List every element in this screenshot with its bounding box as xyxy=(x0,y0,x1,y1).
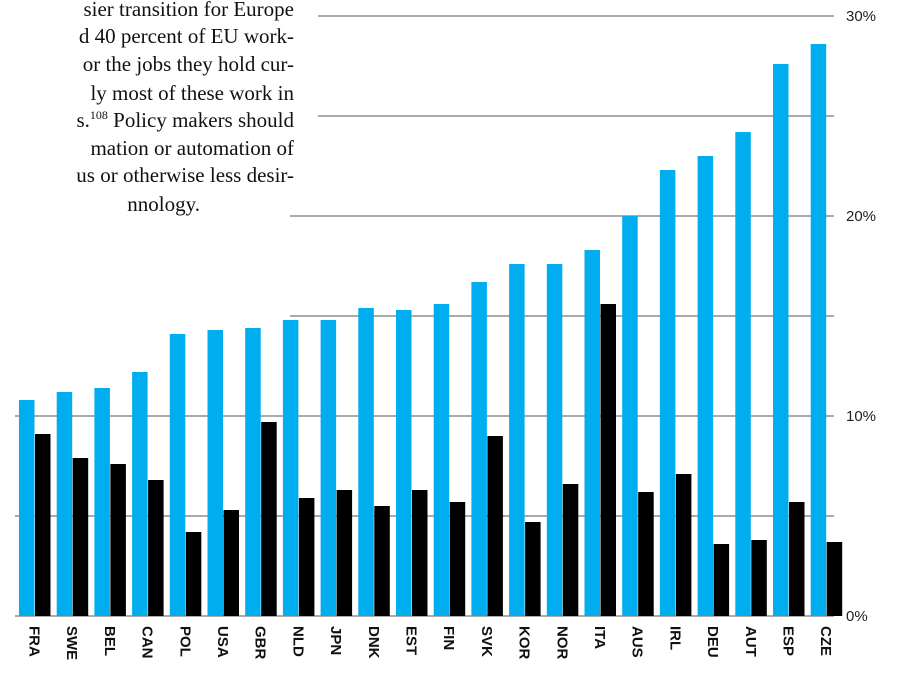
bar-series-1-gbr xyxy=(245,328,261,616)
bar-series-2-cze xyxy=(826,542,843,616)
bar-series-2-aut xyxy=(751,540,767,616)
body-text-line: ly most of these work in xyxy=(90,81,294,105)
y-tick-label: 0% xyxy=(846,608,868,625)
bar-series-1-nor xyxy=(546,264,563,616)
bar-series-1-pol xyxy=(169,334,186,616)
bar-series-2-swe xyxy=(72,458,89,616)
category-label: NLD xyxy=(289,626,306,657)
bar-series-1-bel xyxy=(94,388,110,616)
bar-series-2-irl xyxy=(675,474,692,616)
bar-series-1-ita xyxy=(584,250,600,616)
bar-series-1-usa xyxy=(207,330,223,616)
category-label: KOR xyxy=(516,626,533,660)
bar-series-1-dnk xyxy=(358,308,374,616)
category-label: AUS xyxy=(629,626,646,658)
body-text-line: nnology. xyxy=(127,192,200,216)
bar-series-2-usa xyxy=(223,510,239,616)
bar-series-2-gbr xyxy=(261,422,277,616)
category-label: ESP xyxy=(780,626,797,656)
category-label: DNK xyxy=(365,626,382,659)
category-label: SWE xyxy=(63,626,80,660)
body-text-line: s.108 Policy makers should xyxy=(76,108,294,132)
category-label: SVK xyxy=(478,626,495,657)
bar-series-1-aus xyxy=(622,216,638,616)
category-label: FRA xyxy=(26,626,43,657)
category-label: GBR xyxy=(252,626,269,660)
bar-series-1-jpn xyxy=(320,320,337,616)
bar-series-1-kor xyxy=(509,264,525,616)
body-text-line: or the jobs they hold cur- xyxy=(82,52,294,76)
body-text-line: mation or automation of xyxy=(90,136,294,160)
category-label: IRL xyxy=(666,626,683,650)
bar-series-2-pol xyxy=(185,532,202,616)
bar-series-2-nld xyxy=(298,498,315,616)
bar-series-1-irl xyxy=(659,170,676,616)
bar-series-1-fin xyxy=(433,304,450,616)
y-tick-label: 30% xyxy=(846,8,876,25)
bar-series-1-est xyxy=(396,310,412,616)
bar-series-2-bel xyxy=(110,464,126,616)
bar-series-2-aus xyxy=(638,492,654,616)
category-label: CZE xyxy=(817,626,834,656)
bar-series-2-ita xyxy=(600,304,616,616)
category-label: FIN xyxy=(440,626,457,650)
bar-series-2-jpn xyxy=(336,490,353,616)
bar-series-1-aut xyxy=(735,132,751,616)
bar-series-2-deu xyxy=(713,544,730,616)
body-text-line: us or otherwise less desir- xyxy=(76,163,294,187)
y-tick-label: 20% xyxy=(846,208,876,225)
footnote-ref[interactable]: 108 xyxy=(89,108,108,122)
category-label: CAN xyxy=(139,626,156,659)
bar-series-1-esp xyxy=(773,64,789,616)
bar-series-2-fra xyxy=(35,434,51,616)
bar-series-2-dnk xyxy=(374,506,390,616)
bar-series-1-can xyxy=(132,372,148,616)
bar-series-1-svk xyxy=(471,282,487,616)
bar-series-1-fra xyxy=(19,400,35,616)
category-label: ITA xyxy=(591,626,608,649)
body-text-line: sier transition for Europe xyxy=(83,0,294,21)
category-label: EST xyxy=(403,626,420,655)
bar-series-2-esp xyxy=(789,502,805,616)
category-label: USA xyxy=(214,626,231,658)
bar-series-2-svk xyxy=(487,436,503,616)
bar-series-1-deu xyxy=(697,156,714,616)
category-label: NOR xyxy=(553,626,570,660)
bar-series-1-swe xyxy=(56,392,73,616)
bar-series-2-kor xyxy=(525,522,541,616)
category-label: POL xyxy=(176,626,193,657)
bar-series-2-nor xyxy=(562,484,579,616)
category-label: BEL xyxy=(101,626,118,656)
category-label: DEU xyxy=(704,626,721,658)
category-label: JPN xyxy=(327,626,344,655)
category-label: AUT xyxy=(742,626,759,657)
bar-series-2-est xyxy=(412,490,428,616)
y-tick-label: 10% xyxy=(846,408,876,425)
bar-series-1-cze xyxy=(810,44,827,616)
body-text-line: d 40 percent of EU work- xyxy=(78,24,294,48)
bar-series-2-can xyxy=(148,480,164,616)
bar-series-1-nld xyxy=(282,320,299,616)
bar-series-2-fin xyxy=(449,502,466,616)
